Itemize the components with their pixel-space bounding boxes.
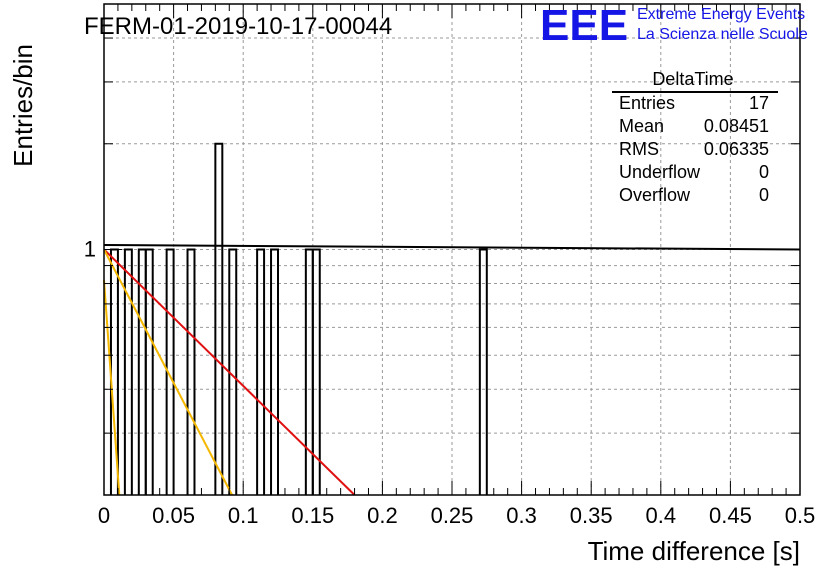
histogram-bin xyxy=(123,248,133,495)
histogram-bin xyxy=(214,142,224,495)
logo-line-1: Extreme Energy Events xyxy=(637,6,805,23)
y-axis-label: Entries/bin xyxy=(8,44,38,167)
x-tick-label: 0.25 xyxy=(431,503,474,528)
stats-value-entries: 17 xyxy=(749,93,769,113)
x-tick-label: 0.4 xyxy=(646,503,677,528)
histogram-bin xyxy=(256,248,266,495)
histogram-bin xyxy=(270,248,279,495)
histogram-bin xyxy=(478,248,488,495)
y-tick-label: 1 xyxy=(84,237,96,262)
x-tick-labels: 0 0.05 0.1 0.15 0.2 0.25 0.3 0.35 0.4 0.45 0.5 xyxy=(98,503,815,528)
x-tick-label: 0.5 xyxy=(785,503,816,528)
logo-letters: EEE xyxy=(540,1,628,50)
fit-lines xyxy=(103,243,801,496)
stats-label-overflow: Overflow xyxy=(619,185,691,205)
axis-ticks xyxy=(103,4,801,495)
x-tick-label: 0 xyxy=(98,503,110,528)
chart-title: FERM-01-2019-10-17-00044 xyxy=(84,13,392,40)
stats-label-rms: RMS xyxy=(619,139,659,159)
x-axis-label: Time difference [s] xyxy=(588,536,800,566)
stats-label-mean: Mean xyxy=(619,116,664,136)
histogram-bin xyxy=(144,248,154,495)
stats-label-underflow: Underflow xyxy=(619,162,701,182)
x-tick-label: 0.2 xyxy=(367,503,398,528)
fit-line xyxy=(103,279,121,496)
x-tick-label: 0.15 xyxy=(291,503,334,528)
stats-box: DeltaTime Entries 17 Mean 0.08451 RMS 0.… xyxy=(612,69,778,205)
y-tick-labels: 1 xyxy=(84,237,96,262)
fit-line xyxy=(103,248,356,496)
x-tick-label: 0.3 xyxy=(506,503,537,528)
histogram-bin xyxy=(311,248,321,495)
fit-line xyxy=(103,249,233,496)
x-tick-label: 0.1 xyxy=(228,503,259,528)
stats-value-overflow: 0 xyxy=(759,185,769,205)
stats-value-mean: 0.08451 xyxy=(704,116,769,136)
x-tick-label: 0.35 xyxy=(570,503,613,528)
stats-title: DeltaTime xyxy=(652,69,733,89)
histogram-bin xyxy=(186,248,196,495)
fit-line xyxy=(103,243,801,251)
stats-label-entries: Entries xyxy=(619,93,675,113)
logo-line-2: La Scienza nelle Scuole xyxy=(637,26,808,43)
stats-value-rms: 0.06335 xyxy=(704,139,769,159)
histogram-bin xyxy=(165,248,175,495)
x-tick-label: 0.05 xyxy=(152,503,195,528)
histogram-bin xyxy=(304,248,314,495)
stats-value-underflow: 0 xyxy=(759,162,769,182)
eee-logo: EEE Extreme Energy Events La Scienza nel… xyxy=(540,1,808,50)
histogram-bars xyxy=(109,142,488,495)
x-tick-label: 0.45 xyxy=(709,503,752,528)
